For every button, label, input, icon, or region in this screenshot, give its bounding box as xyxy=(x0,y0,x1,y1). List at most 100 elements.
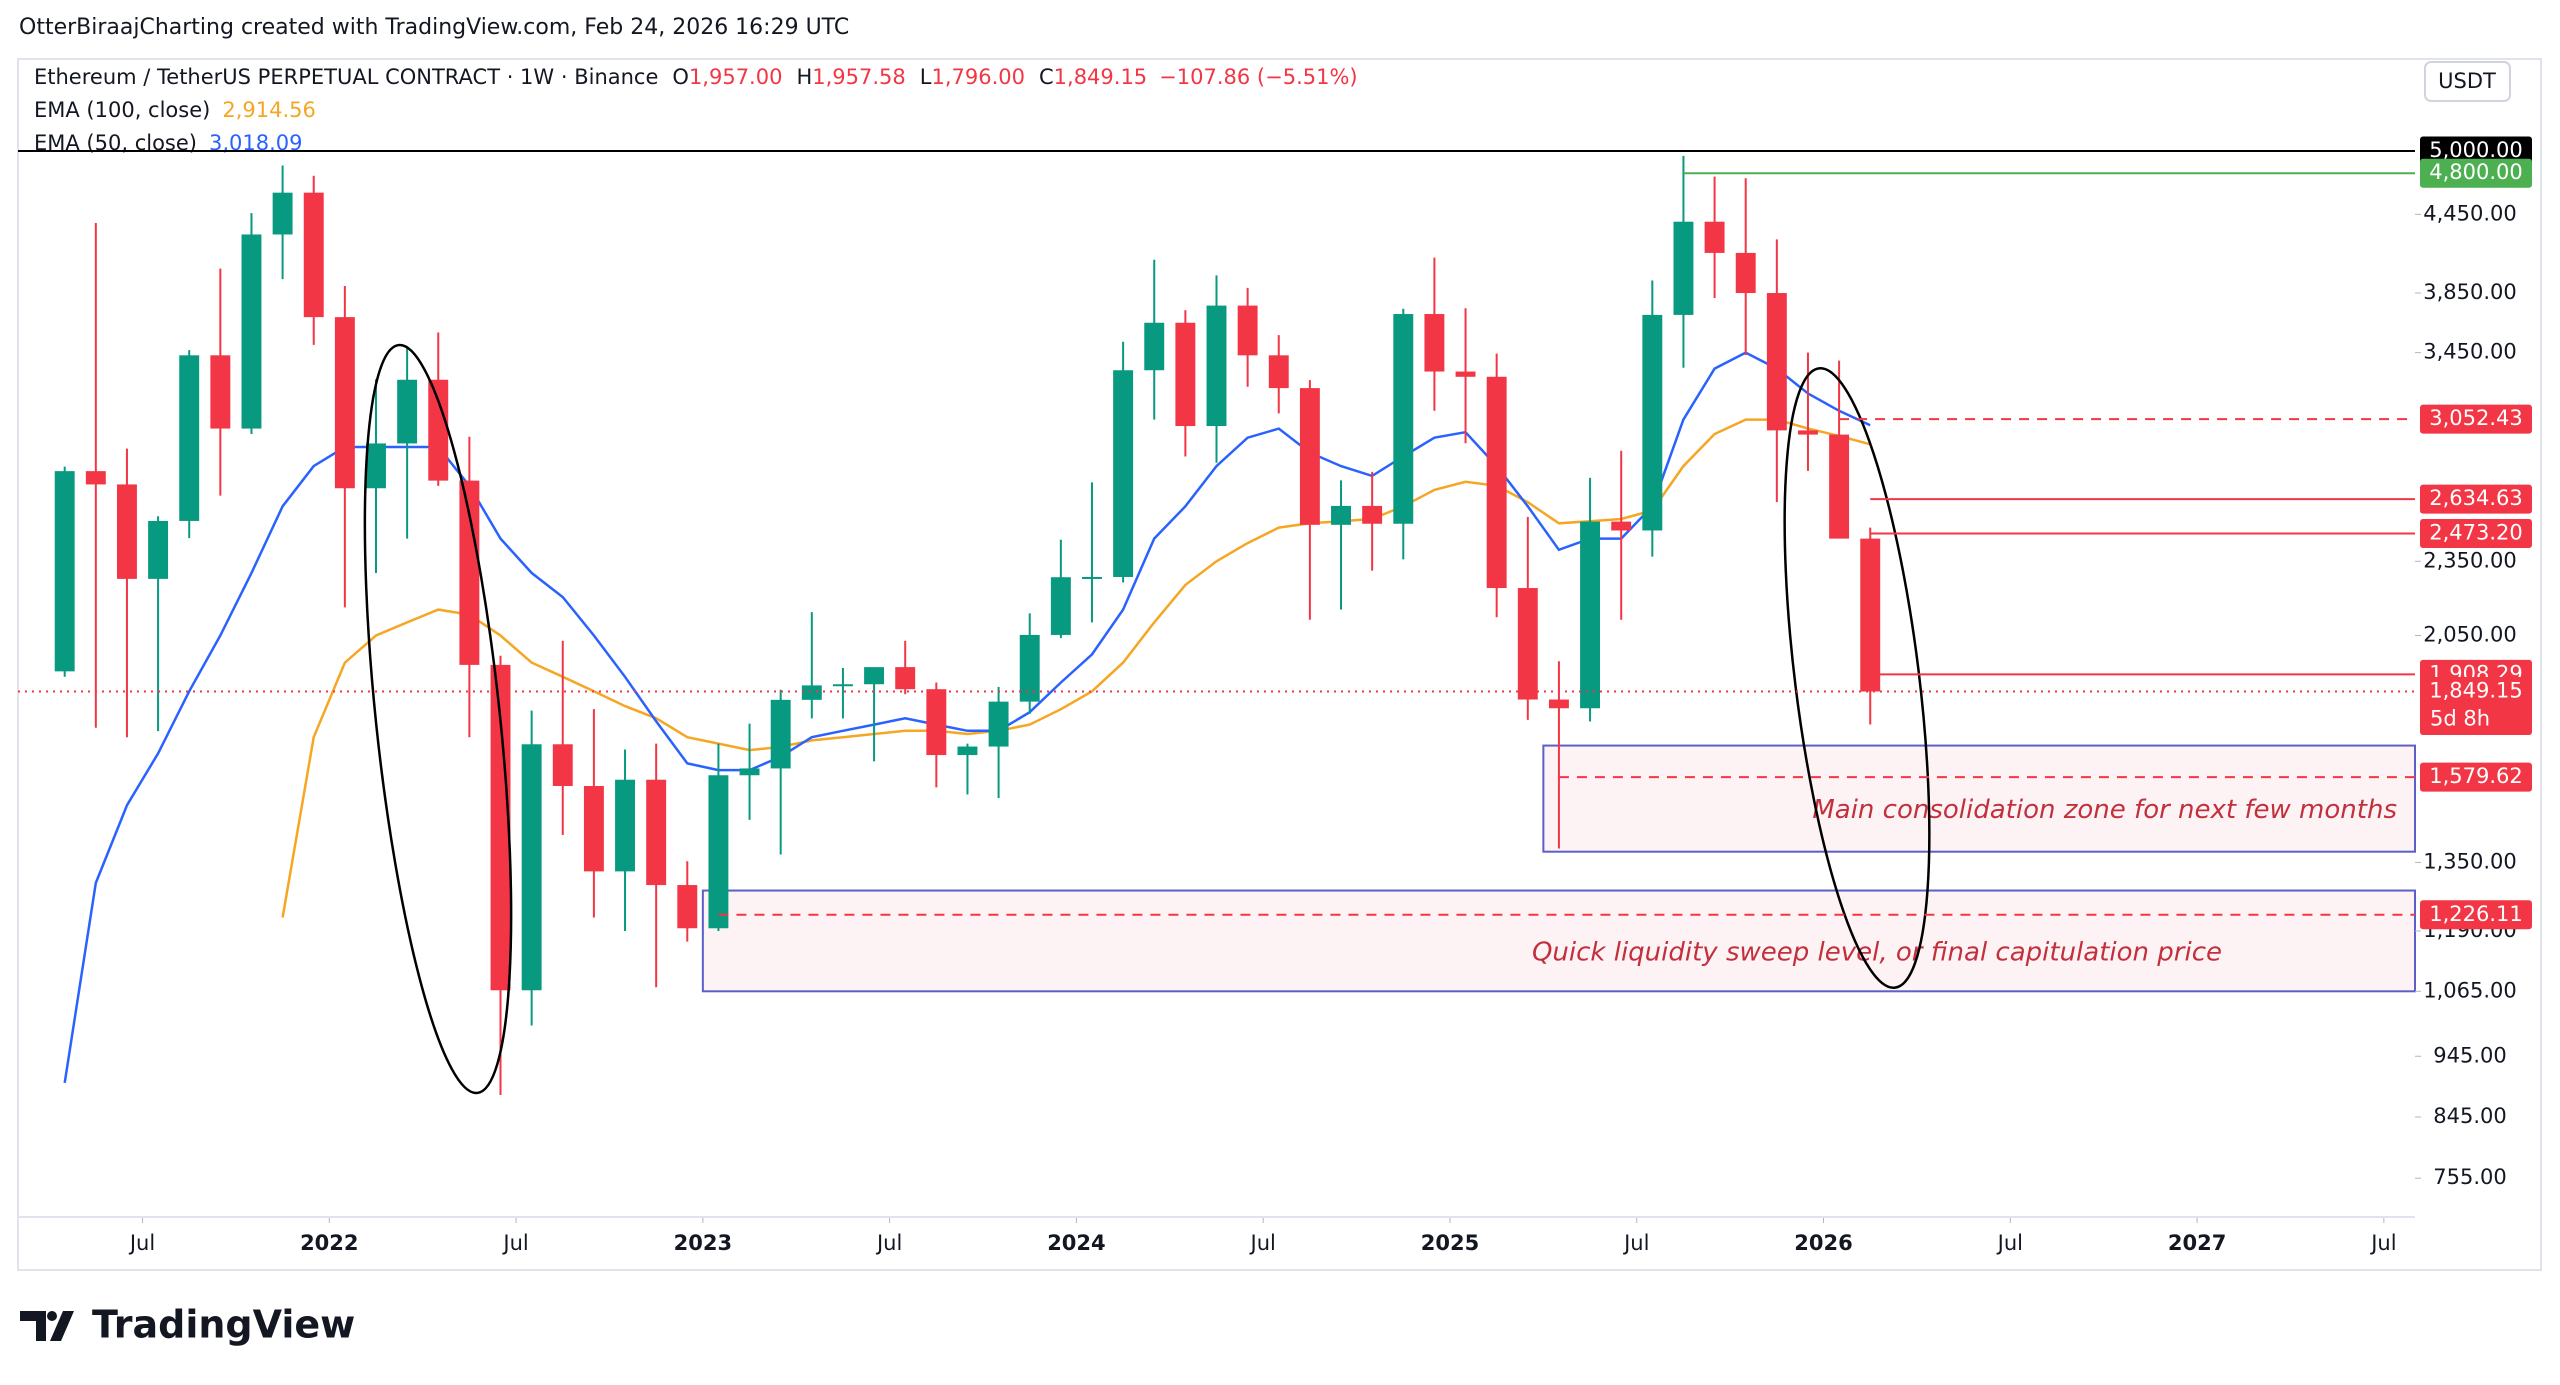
zone xyxy=(1542,744,2416,853)
zone xyxy=(701,889,2416,993)
indicator-value: 2,914.56 xyxy=(222,98,316,122)
candle-body xyxy=(490,664,511,991)
symbol: Ethereum / TetherUS PERPETUAL CONTRACT ·… xyxy=(34,65,658,89)
candle-body xyxy=(334,317,355,489)
ohlc-value: 1,849.15 xyxy=(1054,65,1148,89)
ohlc-value: 1,957.58 xyxy=(812,65,906,89)
x-tick-label: 2024 xyxy=(1047,1231,1105,1255)
price-label-box xyxy=(2420,136,2532,166)
candle-body xyxy=(459,480,480,665)
candle-body xyxy=(708,775,729,929)
countdown: 5d 8h xyxy=(2430,707,2490,731)
candle-body xyxy=(988,701,1009,747)
y-tick-label: 945.00 xyxy=(2433,1043,2506,1067)
price-label: 1,849.15 xyxy=(2429,679,2523,703)
candle-body xyxy=(1517,588,1538,700)
ohlc-value: 1,957.00 xyxy=(689,65,783,89)
y-tick-label: 755.00 xyxy=(2433,1165,2506,1189)
indicator-legend: EMA (100, close) 2,914.56 xyxy=(34,98,316,122)
candle-body xyxy=(832,684,853,687)
zone-label: Quick liquidity sweep level, or final ca… xyxy=(1532,937,2222,967)
candle-body xyxy=(1704,221,1725,253)
candle-body xyxy=(397,379,418,444)
candle-body xyxy=(552,744,573,786)
candle-body xyxy=(1642,314,1663,531)
candle-body xyxy=(1268,355,1289,389)
y-tick-label: 1,065.00 xyxy=(2423,978,2517,1002)
price-label-box xyxy=(2420,900,2532,930)
indicator-name: EMA (100, close) xyxy=(34,98,210,122)
candle-body xyxy=(1113,370,1134,577)
candle-body xyxy=(615,779,635,872)
candle-body xyxy=(1144,322,1165,371)
y-tick-label: 2,050.00 xyxy=(2423,622,2517,646)
x-tick-label: Jul xyxy=(501,1231,528,1255)
price-label-box xyxy=(2420,158,2532,188)
annotation-ellipse xyxy=(1783,366,1931,990)
candle-body xyxy=(1206,305,1227,427)
candle-body xyxy=(677,885,698,929)
candle-body xyxy=(303,192,324,318)
currency-button[interactable] xyxy=(2424,61,2511,102)
ema-line xyxy=(281,418,1871,918)
brand-logo xyxy=(20,1311,74,1341)
y-tick-label: 4,450.00 xyxy=(2423,201,2517,225)
candle-body xyxy=(1486,376,1507,589)
y-tick-label: 845.00 xyxy=(2433,1104,2506,1128)
candle-body xyxy=(1424,314,1445,372)
x-tick-label: Jul xyxy=(875,1231,902,1255)
price-label: 3,052.43 xyxy=(2429,406,2523,430)
ohlc-value: 1,796.00 xyxy=(931,65,1025,89)
candle-body xyxy=(583,785,604,872)
candle-body xyxy=(428,379,449,481)
header: OtterBiraajCharting created with Trading… xyxy=(19,15,849,40)
candle-body xyxy=(1580,521,1601,709)
x-tick-label: 2025 xyxy=(1421,1231,1479,1255)
candle-body xyxy=(646,779,667,886)
change: −107.86 (−5.51%) xyxy=(1159,65,1357,89)
ema-line xyxy=(63,351,1871,1083)
candle-body xyxy=(1611,521,1632,531)
candle-body xyxy=(926,689,947,756)
candle-body xyxy=(1362,505,1383,524)
ohlc-key: O xyxy=(672,65,689,89)
y-tick-label: 3,850.00 xyxy=(2423,280,2517,304)
x-tick-label: Jul xyxy=(2369,1231,2396,1255)
price-label: 1,226.11 xyxy=(2429,902,2523,926)
candle-body xyxy=(1237,305,1258,356)
candle-body xyxy=(521,744,542,991)
candle-body xyxy=(1798,430,1818,435)
chart-frame xyxy=(17,58,2542,1271)
price-label: 5,000.00 xyxy=(2429,138,2523,162)
candle-body xyxy=(1019,634,1040,702)
y-tick-label: 3,450.00 xyxy=(2423,340,2517,364)
candle-body xyxy=(1082,576,1102,579)
x-tick-label: Jul xyxy=(1996,1231,2023,1255)
x-tick-label: 2023 xyxy=(674,1231,732,1255)
price-label-box xyxy=(2420,484,2532,514)
candle-body xyxy=(1766,293,1787,431)
x-tick-label: Jul xyxy=(1622,1231,1649,1255)
candle-body xyxy=(116,484,137,579)
candle-body xyxy=(1393,314,1414,524)
candle-body xyxy=(739,768,760,776)
currency-label: USDT xyxy=(2438,69,2496,93)
price-label: 2,634.63 xyxy=(2429,486,2523,510)
candle-body xyxy=(1299,388,1320,525)
price-label-box xyxy=(2420,404,2532,434)
candle-body xyxy=(366,443,386,489)
candle-body xyxy=(1860,538,1881,692)
price-label-box xyxy=(2420,518,2532,548)
candle-body xyxy=(1050,577,1071,635)
candle-body xyxy=(54,471,75,672)
ohlc-key: H xyxy=(796,65,812,89)
ohlc-key: L xyxy=(920,65,932,89)
candle-body xyxy=(957,746,978,756)
candle-body xyxy=(1331,505,1351,525)
candle-body xyxy=(770,699,791,769)
candle-body xyxy=(1548,699,1569,709)
candle-body xyxy=(1673,221,1694,315)
candle-body xyxy=(1829,434,1850,539)
candle-body xyxy=(1735,252,1756,294)
